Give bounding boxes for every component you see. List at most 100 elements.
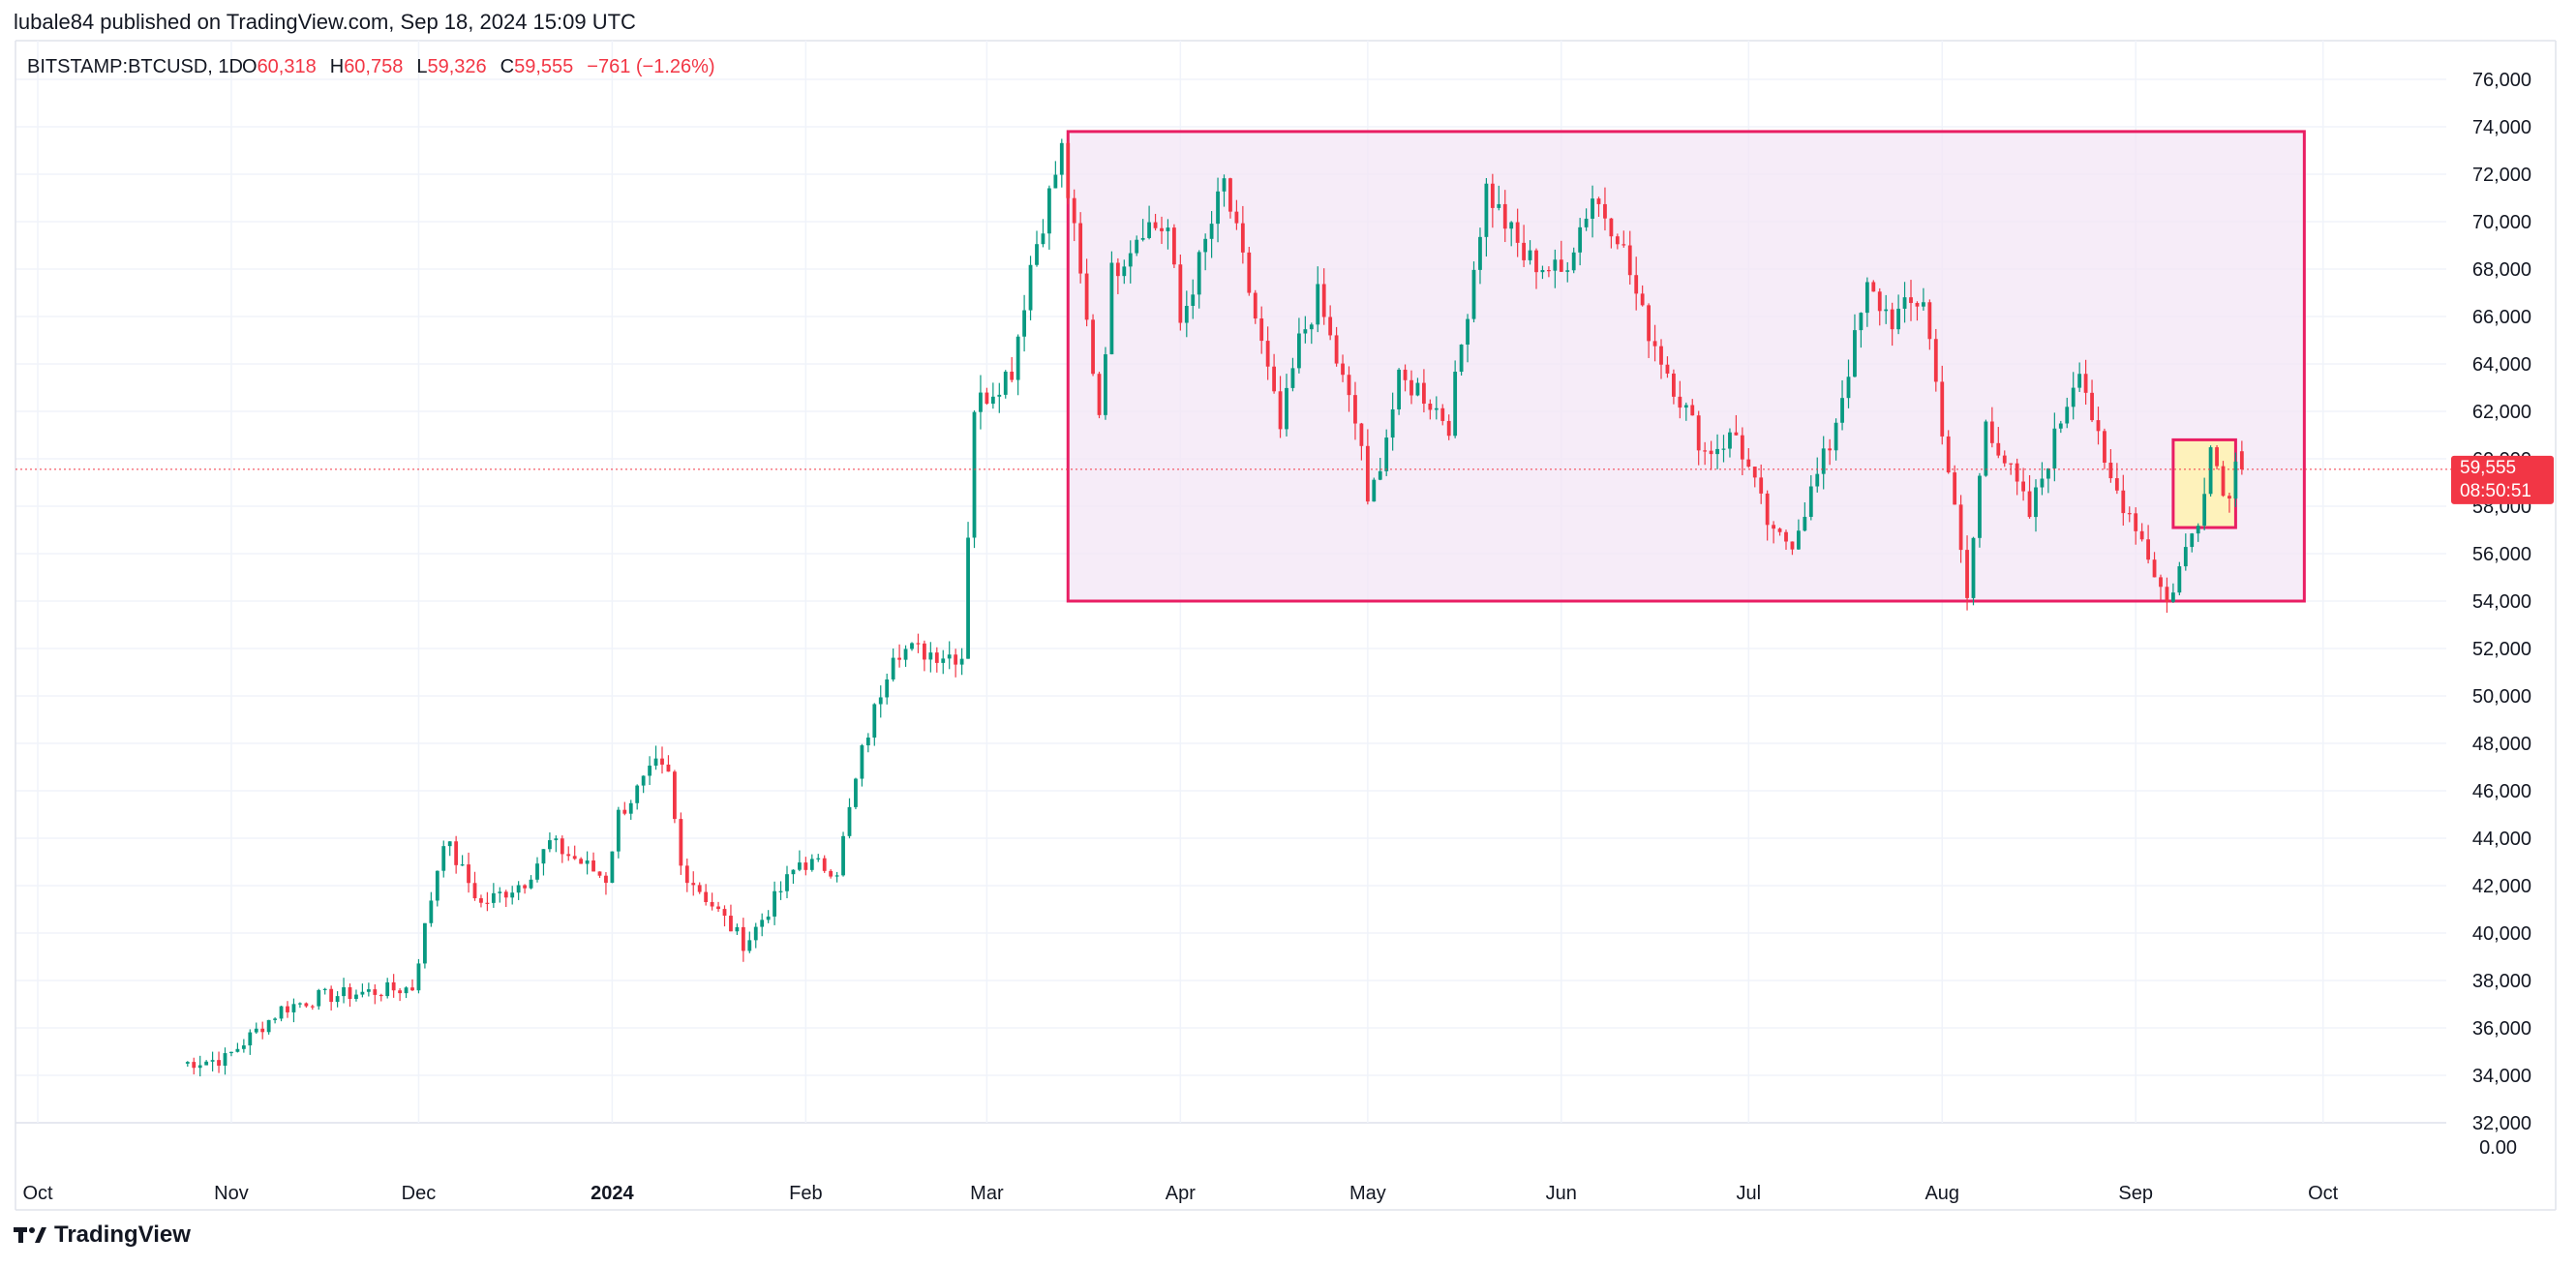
candle-body — [266, 1019, 271, 1033]
candle-body — [1115, 262, 1120, 277]
candle-body — [1053, 174, 1058, 189]
candle-body — [934, 652, 939, 663]
candle-body — [373, 989, 378, 995]
candle-body — [1672, 373, 1676, 397]
candle-body — [1615, 236, 1620, 245]
candle-body — [1509, 222, 1514, 229]
candle-body — [360, 991, 365, 995]
candle-body — [523, 885, 527, 889]
candle-body — [885, 679, 890, 698]
candle-body — [2034, 487, 2038, 518]
candle-body — [379, 994, 383, 997]
candle-body — [653, 758, 658, 767]
candle-body — [1703, 450, 1708, 452]
candle-body — [1022, 310, 1026, 337]
candle-body — [391, 981, 396, 991]
candle-body — [572, 856, 577, 860]
candle-body — [510, 892, 515, 898]
candle-body — [1247, 252, 1252, 293]
candle-body — [1591, 198, 1594, 219]
candle-body — [529, 879, 533, 889]
candle-body — [997, 394, 1002, 397]
low-value: 59,326 — [427, 56, 486, 77]
candle-body — [2239, 451, 2244, 469]
candle-body — [1384, 437, 1389, 471]
candle-body — [1515, 222, 1520, 243]
candle-body — [1234, 211, 1239, 224]
candle-body — [1466, 318, 1470, 345]
candlestick-series — [185, 138, 2244, 1077]
range-rectangle[interactable] — [1066, 130, 2306, 603]
candle-body — [1553, 259, 1558, 271]
close-label: C — [500, 56, 514, 77]
candle-body — [2233, 461, 2238, 499]
candle-body — [785, 874, 789, 891]
candle-body — [1191, 294, 1196, 307]
candle-body — [1041, 233, 1046, 245]
candle-body — [1621, 244, 1626, 246]
time-axis[interactable]: Oct Nov Dec 2024 Feb Mar Apr May Jun Jul Aug Sep Oct — [22, 1183, 2338, 1204]
candle-body — [1927, 302, 1932, 340]
candle-body — [541, 849, 546, 864]
candle-body — [1003, 371, 1008, 395]
candle-body — [660, 758, 664, 765]
candle-body — [679, 819, 683, 866]
candle-body — [1372, 479, 1377, 502]
last-price-tag: 59,555 08:50:51 — [2451, 455, 2554, 504]
candle-body — [2165, 587, 2169, 602]
tradingview-brand: TradingView — [54, 1222, 191, 1248]
high-value: 60,758 — [344, 56, 403, 77]
y-tick-label: 34,000 — [2472, 1066, 2531, 1087]
candle-body — [1909, 297, 1913, 304]
y-tick-label: 40,000 — [2472, 923, 2531, 945]
candle-body — [1715, 448, 1719, 455]
candle-body — [773, 890, 776, 917]
candle-body — [1135, 239, 1139, 254]
candle-body — [2227, 496, 2231, 499]
candle-body — [1759, 477, 1764, 494]
y-tick-label: 52,000 — [2472, 639, 2531, 660]
high-label: H — [330, 56, 344, 77]
candle-body — [1690, 405, 1695, 416]
candle-body — [1797, 530, 1801, 550]
x-tick-label: Nov — [214, 1183, 249, 1204]
candle-body — [1397, 369, 1401, 409]
candle-body — [959, 658, 964, 665]
candle-body — [1683, 405, 1688, 408]
candle-body — [485, 902, 490, 904]
candle-body — [385, 981, 390, 997]
candle-body — [1409, 379, 1413, 396]
candle-body — [2202, 494, 2207, 527]
x-tick-label: Aug — [1924, 1183, 1959, 1204]
close-value: 59,555 — [514, 56, 573, 77]
candle-body — [1627, 245, 1632, 276]
y-tick-label: 32,000 — [2472, 1113, 2531, 1134]
price-axis[interactable]: 76,000 74,000 72,000 70,000 68,000 66,000 64,0… — [2472, 70, 2531, 1159]
candle-body — [273, 1018, 277, 1020]
candle-body — [298, 1003, 302, 1005]
candle-body — [1915, 303, 1920, 307]
candle-body — [1784, 531, 1788, 542]
candle-body — [410, 987, 414, 991]
candle-body — [560, 838, 564, 855]
candle-body — [1828, 448, 1833, 451]
candle-body — [1422, 382, 1426, 405]
candle-body — [947, 654, 952, 659]
candle-body — [491, 892, 496, 903]
ohlc-legend: BITSTAMP:BTCUSD, 1D O60,318 H60,758 L59,32… — [27, 56, 715, 77]
candle-body — [248, 1032, 253, 1046]
candle-body — [941, 658, 946, 663]
candle-body — [865, 738, 870, 746]
candle-body — [1078, 223, 1083, 274]
x-tick-label: Jun — [1546, 1183, 1577, 1204]
open-value: 60,318 — [258, 56, 317, 77]
candle-body — [691, 883, 696, 886]
candle-body — [1390, 408, 1395, 438]
candle-body — [1790, 541, 1795, 550]
candle-body — [597, 871, 602, 876]
candle-body — [1459, 344, 1464, 373]
candle-body — [279, 1006, 284, 1019]
candle-body — [985, 392, 989, 405]
candle-body — [1815, 473, 1820, 487]
